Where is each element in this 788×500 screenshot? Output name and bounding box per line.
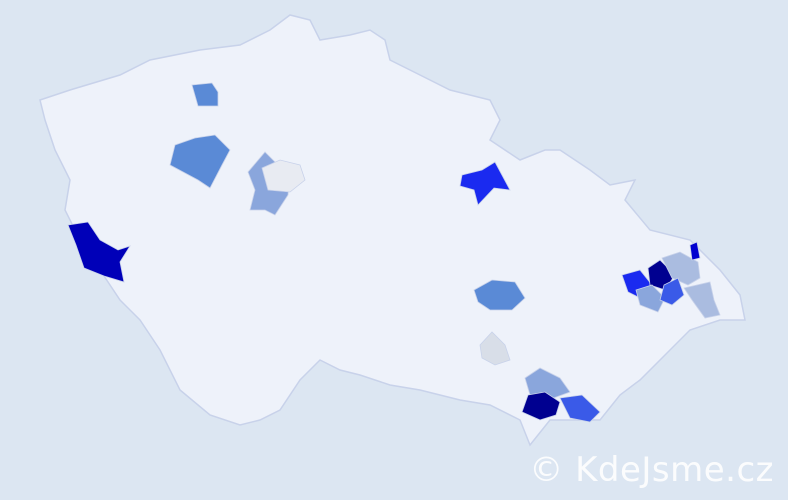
region-south-3[interactable]	[521, 391, 561, 421]
region-center-east-1[interactable]	[473, 279, 526, 311]
region-east-3[interactable]	[661, 251, 701, 286]
region-west-1[interactable]	[67, 221, 131, 283]
region-east-5[interactable]	[659, 277, 685, 306]
region-east-6[interactable]	[689, 241, 701, 261]
country-outline	[39, 14, 746, 447]
region-northeast-1[interactable]	[459, 161, 511, 206]
region-south-4[interactable]	[559, 394, 601, 423]
region-south-1[interactable]	[479, 331, 511, 366]
region-east-4[interactable]	[635, 284, 666, 313]
region-east-7[interactable]	[683, 281, 721, 319]
watermark: © KdeJsme.cz	[529, 450, 774, 490]
region-north-1[interactable]	[191, 82, 219, 107]
region-central-west-1[interactable]	[169, 134, 231, 189]
region-central-2[interactable]	[261, 159, 306, 193]
